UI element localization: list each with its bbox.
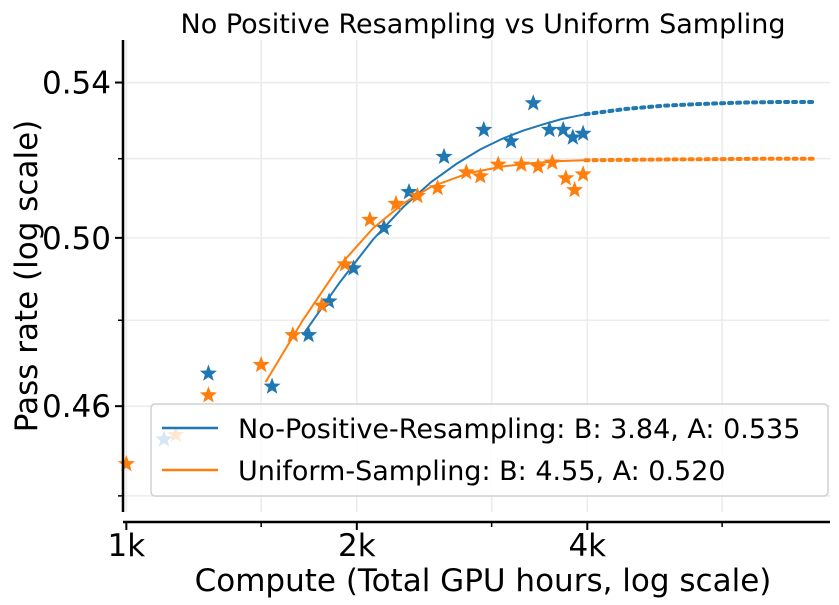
legend-box	[150, 403, 829, 497]
legend-label-no-positive-resampling: No-Positive-Resampling: B: 3.84, A: 0.53…	[238, 414, 800, 445]
data-point-no-positive-resampling	[300, 326, 318, 343]
extrapolation-line-no-positive-resampling	[583, 100, 816, 117]
data-point-no-positive-resampling	[435, 147, 453, 165]
data-point-no-positive-resampling	[199, 364, 217, 381]
fit-line-uniform-sampling	[264, 159, 586, 383]
data-point-no-positive-resampling	[564, 128, 582, 145]
data-point-uniform-sampling	[529, 157, 547, 174]
data-point-no-positive-resampling	[554, 120, 572, 138]
data-point-uniform-sampling	[471, 167, 489, 184]
y-tick-label: 0.50	[42, 221, 111, 257]
data-point-uniform-sampling	[557, 169, 575, 186]
data-point-no-positive-resampling	[375, 218, 393, 236]
x-tick-label: 1k	[107, 528, 145, 564]
y-tick-label: 0.46	[42, 389, 111, 425]
data-point-uniform-sampling	[512, 155, 530, 172]
data-point-uniform-sampling	[361, 210, 379, 228]
fit-line-no-positive-resampling	[301, 113, 586, 336]
data-point-uniform-sampling	[489, 155, 507, 172]
data-point-no-positive-resampling	[502, 132, 520, 149]
series-layer	[117, 94, 816, 472]
series-no-positive-resampling	[155, 94, 816, 447]
data-point-uniform-sampling	[566, 181, 584, 198]
data-point-no-positive-resampling	[475, 120, 493, 138]
data-point-uniform-sampling	[284, 326, 302, 343]
chart-title: No Positive Resampling vs Uniform Sampli…	[181, 9, 786, 40]
legend: No-Positive-Resampling: B: 3.84, A: 0.53…	[150, 403, 829, 497]
y-tick-label: 0.54	[42, 66, 111, 102]
ticks: 1k 2k 4k 0.46 0.50 0.54	[42, 66, 723, 564]
x-tick-label: 2k	[338, 528, 376, 564]
data-point-no-positive-resampling	[574, 124, 592, 141]
data-point-uniform-sampling	[408, 186, 426, 204]
legend-label-uniform-sampling: Uniform-Sampling: B: 4.55, A: 0.520	[238, 456, 726, 487]
data-point-uniform-sampling	[387, 194, 405, 212]
data-point-no-positive-resampling	[320, 292, 338, 309]
data-point-uniform-sampling	[199, 386, 217, 403]
data-point-no-positive-resampling	[540, 120, 559, 138]
x-tick-label: 4k	[568, 528, 606, 564]
data-point-uniform-sampling	[117, 455, 135, 472]
data-point-uniform-sampling	[457, 163, 475, 180]
data-point-no-positive-resampling	[263, 377, 281, 394]
data-point-uniform-sampling	[313, 296, 331, 313]
data-point-uniform-sampling	[543, 153, 561, 170]
data-point-uniform-sampling	[252, 355, 270, 373]
data-point-no-positive-resampling	[524, 94, 542, 111]
extrapolation-line-uniform-sampling	[583, 156, 816, 163]
data-point-uniform-sampling	[336, 255, 354, 272]
data-point-no-positive-resampling	[400, 182, 418, 200]
y-axis-label: Pass rate (log scale)	[9, 120, 45, 432]
data-point-uniform-sampling	[574, 165, 592, 182]
x-axis-label: Compute (Total GPU hours, log scale)	[195, 563, 772, 599]
data-point-uniform-sampling	[429, 179, 447, 196]
data-point-no-positive-resampling	[344, 259, 363, 276]
